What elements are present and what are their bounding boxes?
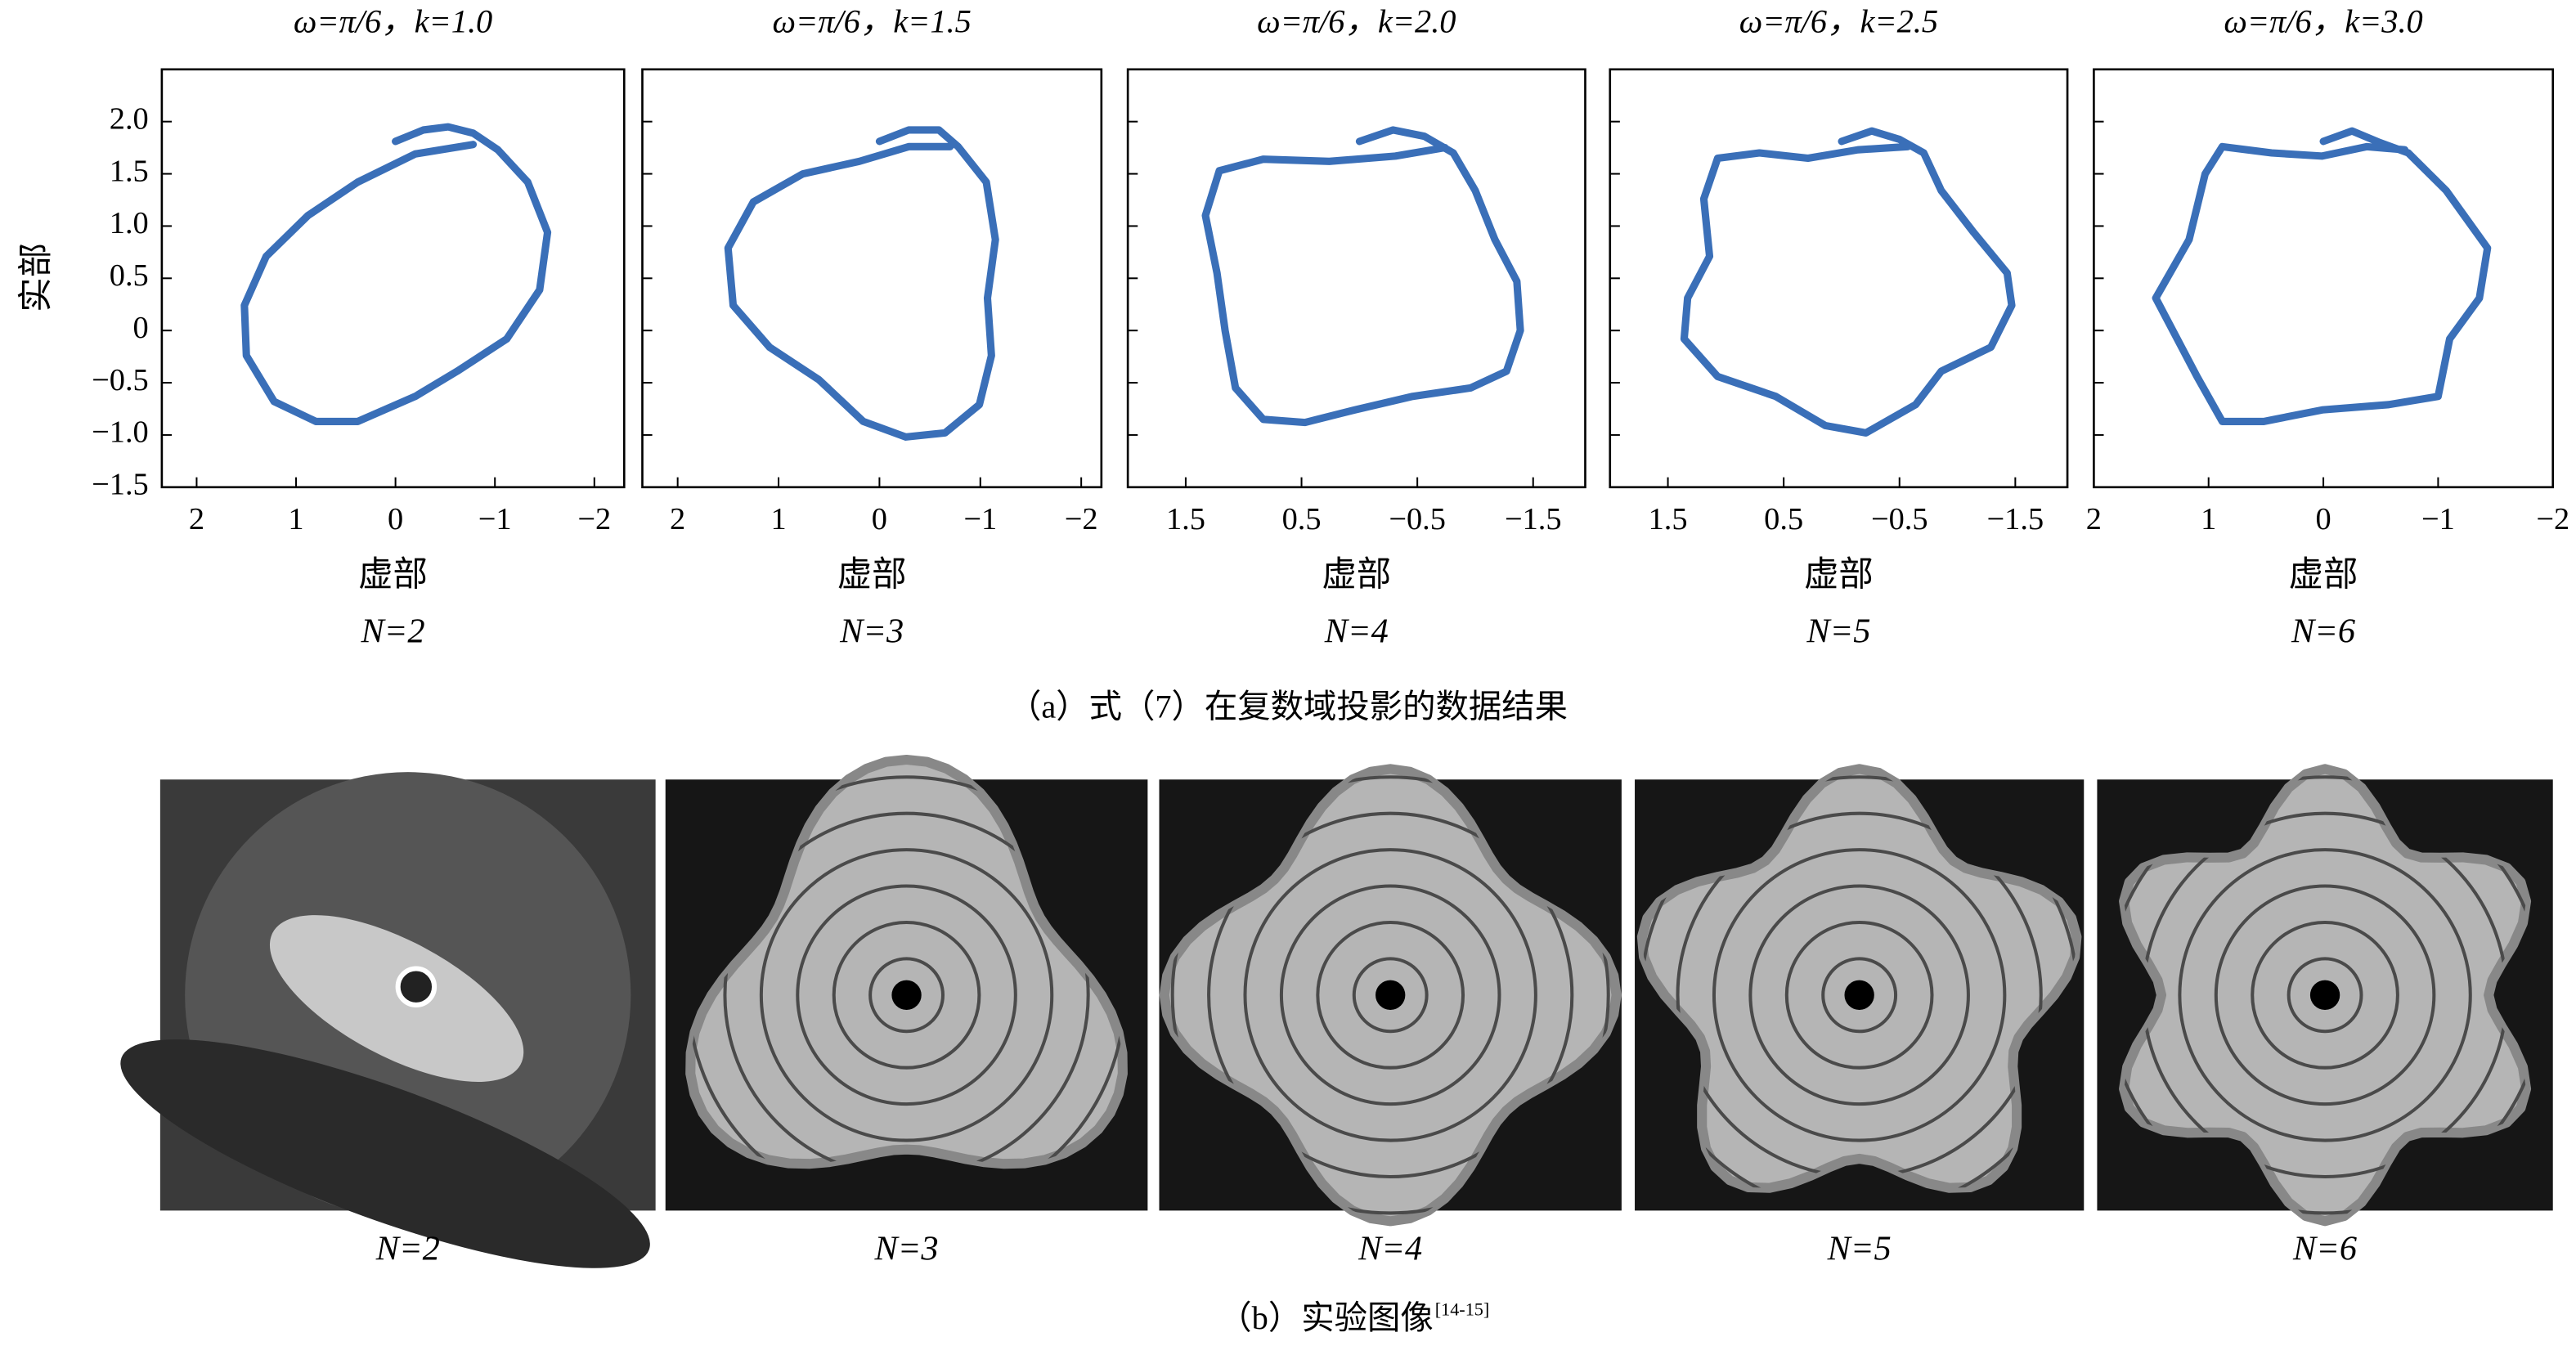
x-tick-label: 0.5 [1764,502,1803,536]
x-tick-label: −1.5 [1987,502,2044,536]
curve [1201,126,1524,427]
photo-shadow [120,1039,650,1268]
photo [1159,764,1622,1227]
plot-title: ω=π/6，k=2.5 [1739,3,1938,40]
curve [240,123,552,425]
x-tick-label: 2 [189,502,204,536]
caption-a: （a）式（7）在复数域投影的数据结果 [1008,689,1568,725]
photo-shape [685,754,1128,1169]
photo-ring [1821,957,1898,1034]
x-tick-label: 1 [2201,502,2216,536]
x-tick-label: −1.5 [1505,502,1562,536]
subplot-label: N=4 [1324,612,1389,650]
curve [1680,127,2016,437]
photo-ring [1712,848,2007,1142]
x-axis-label: 虚部 [1322,556,1391,594]
plot-frame [160,68,626,489]
x-tick-label: −2 [2536,502,2569,536]
caption-b-ref: [14-15] [1435,1299,1490,1320]
photo-ring [759,848,1054,1142]
photo-label: N=2 [375,1230,440,1268]
photo-ring [2124,775,2527,1215]
photo-label: N=3 [874,1230,939,1268]
photo-label: N=6 [2292,1230,2357,1268]
x-tick-label: 1.5 [1166,502,1205,536]
photo-ring [1352,957,1429,1034]
plot-title: ω=π/6，k=1.0 [294,3,492,40]
x-tick-label: 1.5 [1649,502,1688,536]
plot-title: ω=π/6，k=1.5 [772,3,971,40]
x-tick-label: 1 [770,502,786,536]
photo-ring [1316,920,1465,1070]
x-axis-label: 虚部 [358,556,428,594]
y-tick-label: −1.0 [92,415,149,450]
photo-ring [2214,884,2436,1106]
plot-title: ω=π/6，k=3.0 [2224,3,2422,40]
y-tick-label: −0.5 [92,363,149,397]
photo [120,772,656,1268]
caption-b: （b）实验图像 [1218,1299,1433,1336]
subplot-label: N=2 [361,612,425,650]
subplot-label: N=6 [2291,612,2355,650]
photo-label: N=4 [1358,1230,1422,1268]
x-tick-label: −2 [577,502,611,536]
y-tick-label: 0 [133,311,149,345]
x-axis-label: 虚部 [1804,556,1874,594]
photo [665,754,1148,1211]
x-tick-label: −2 [1065,502,1098,536]
photo-ring [1243,848,1537,1142]
x-tick-label: 2 [2086,502,2102,536]
x-tick-label: −1 [2421,502,2455,536]
y-tick-label: 1.5 [110,154,149,188]
photo-ring [832,920,981,1070]
photo-ring [2251,920,2399,1070]
photo-ring [868,957,945,1034]
x-axis-label: 虚部 [2289,556,2358,594]
x-tick-label: −1 [478,502,512,536]
photo-ring [1170,775,1610,1215]
photo [1635,764,2085,1211]
x-tick-label: −1 [963,502,997,536]
y-tick-label: 1.0 [110,206,149,240]
photo-ring [2178,848,2472,1142]
plot-title: ω=π/6，k=2.0 [1257,3,1456,40]
photo-ring [723,811,1090,1164]
subplot-label: N=5 [1806,612,1870,650]
photo-ring [1207,811,1574,1179]
x-tick-label: 0 [388,502,403,536]
x-tick-label: 2 [670,502,685,536]
photo-ring [1748,884,1970,1106]
photo-label: N=5 [1827,1230,1892,1268]
photo-center [2309,980,2340,1011]
x-tick-label: −0.5 [1389,502,1446,536]
y-tick-label: 2.0 [110,101,149,136]
y-tick-label: 0.5 [110,258,149,293]
curve [2152,127,2492,425]
x-axis-label: 虚部 [837,556,907,594]
photo-center-ring [395,966,438,1007]
photo-blob [269,915,524,1082]
curve [724,126,999,441]
photo-center [1376,980,1406,1011]
x-tick-label: 0 [2315,502,2331,536]
photo-ring [690,775,1123,1164]
subplot-label: N=3 [839,612,904,650]
photo-ring [1279,884,1501,1106]
photo-center [891,980,922,1011]
y-tick-label: −1.5 [92,468,149,502]
y-axis-label: 实部 [17,243,56,312]
photo-center [1844,980,1874,1011]
photo-ring [796,884,1017,1106]
photo-ring [1641,775,2077,1188]
x-tick-label: 0.5 [1282,502,1322,536]
photo-ring [2287,957,2363,1034]
x-tick-label: 0 [872,502,887,536]
photo [2097,764,2553,1227]
x-tick-label: −0.5 [1871,502,1928,536]
photo-shape [1636,764,2082,1193]
photo-ring [1784,920,1934,1070]
x-tick-label: 1 [288,502,303,536]
